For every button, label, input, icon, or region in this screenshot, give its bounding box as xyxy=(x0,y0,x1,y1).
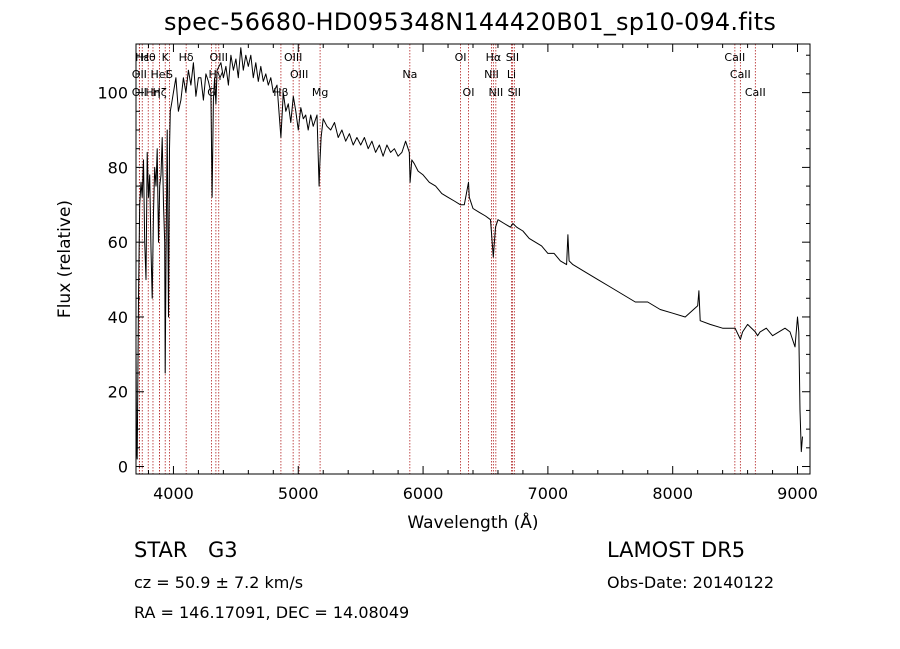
redshift-velocity: cz = 50.9 ± 7.2 km/s xyxy=(134,573,304,592)
line-label: Hη xyxy=(145,86,160,99)
line-label: Hζ xyxy=(152,86,166,99)
line-label: Li xyxy=(507,68,516,81)
observation-date: Obs-Date: 20140122 xyxy=(607,573,775,592)
y-tick-label: 80 xyxy=(108,158,128,177)
line-label: HeI xyxy=(150,68,168,81)
x-tick-label: 8000 xyxy=(652,484,693,503)
x-tick-label: 5000 xyxy=(278,484,319,503)
plot-frame xyxy=(135,43,811,475)
survey-name: LAMOST DR5 xyxy=(607,538,746,562)
line-label: SII xyxy=(506,51,519,64)
line-label: OIII xyxy=(290,68,308,81)
spectrum-line xyxy=(135,47,803,460)
line-label: Hδ xyxy=(179,51,194,64)
x-tick-label: 9000 xyxy=(777,484,818,503)
line-label: OIII xyxy=(210,51,228,64)
line-label: G xyxy=(207,86,216,99)
line-label: CaII xyxy=(730,68,751,81)
line-label: OI xyxy=(455,51,467,64)
line-label: OII xyxy=(132,68,147,81)
y-tick-label: 60 xyxy=(108,233,128,252)
line-label: Na xyxy=(402,68,417,81)
line-label: Hγ xyxy=(208,68,223,81)
object-class: STAR xyxy=(134,538,188,562)
line-label: Hα xyxy=(486,51,502,64)
x-tick-label: 7000 xyxy=(528,484,569,503)
line-label: S xyxy=(166,68,173,81)
y-tick-label: 20 xyxy=(108,383,128,402)
y-tick-label: 0 xyxy=(118,458,128,477)
line-label: Hε xyxy=(135,51,149,64)
axis-ticks: 4000 5000 6000 7000 8000 9000 0 20 40 60 80 100 xyxy=(97,44,818,503)
line-label: NII xyxy=(484,68,499,81)
line-label: NII xyxy=(488,86,503,99)
line-label: CaII xyxy=(745,86,766,99)
y-tick-label: 100 xyxy=(97,84,128,103)
line-label: OI xyxy=(463,86,475,99)
chart-title: spec-56680-HD095348N144420B01_sp10-094.f… xyxy=(163,8,777,36)
line-label: Mg xyxy=(312,86,328,99)
line-label: Hθ xyxy=(141,51,156,64)
coordinates: RA = 146.17091, DEC = 14.08049 xyxy=(134,603,410,622)
y-axis-label: Flux (relative) xyxy=(55,200,75,318)
line-markers xyxy=(138,44,756,474)
object-subclass: G3 xyxy=(208,538,238,562)
x-axis-label: Wavelength (Å) xyxy=(407,511,538,533)
line-label: SII xyxy=(508,86,521,99)
x-tick-label: 4000 xyxy=(153,484,194,503)
x-tick-label: 6000 xyxy=(403,484,444,503)
line-label: K xyxy=(162,51,170,64)
y-tick-label: 40 xyxy=(108,308,128,327)
line-label: CaII xyxy=(724,51,745,64)
line-label: OIII xyxy=(284,51,302,64)
